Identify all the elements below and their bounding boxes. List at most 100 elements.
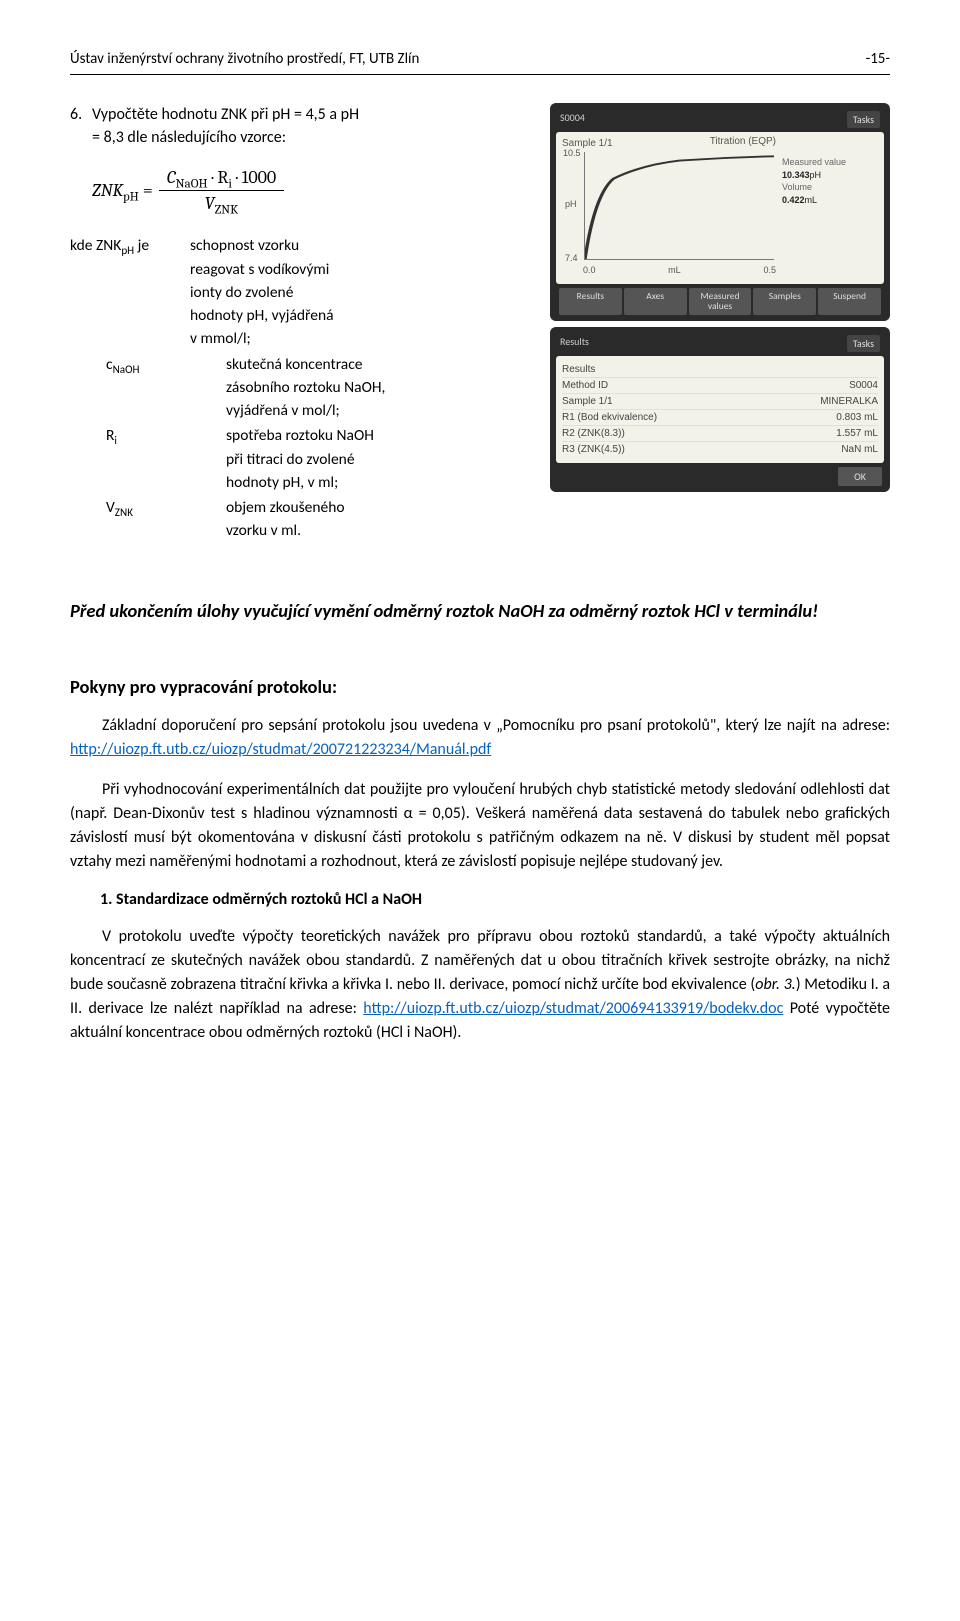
formula-num-c: C (167, 167, 176, 188)
list-item-1: Standardizace odměrných roztoků HCl a Na… (116, 890, 890, 909)
formula-fraction: CNaOH · Ri · 1000 VZNK (159, 167, 285, 214)
results-label: Results (562, 364, 595, 375)
formula-den-v-sub: ZNK (215, 203, 239, 218)
def-cnaoh-sub: NaOH (113, 362, 140, 376)
device1-buttons: Results Axes Measuredvalues Samples Susp… (556, 284, 884, 315)
paragraph-3: V protokolu uveďte výpočty teoretických … (70, 925, 890, 1045)
def-intro-label: kde ZNKpH je (70, 234, 190, 350)
btn-results[interactable]: Results (559, 288, 622, 315)
def-row-vznk: VZNK objem zkoušeného vzorku v ml. (70, 496, 530, 543)
def-intro-label-txt: kde ZNK (70, 236, 121, 255)
formula: ZNKpH = CNaOH · Ri · 1000 VZNK (92, 167, 530, 214)
side-mv-val: 10.343 (782, 170, 810, 180)
def-intro-t4: hodnoty pH, vyjádřená (190, 306, 334, 325)
top-row: 6. Vypočtěte hodnotu ZNK při pH = 4,5 a … (70, 103, 890, 545)
btn-samples[interactable]: Samples (753, 288, 816, 315)
paragraph-2: Při vyhodnocování experimentálních dat p… (70, 778, 890, 874)
def-intro-t2: reagovat s vodíkovými (190, 260, 329, 279)
chart-y-bot: 7.4 (565, 253, 578, 263)
chart-x-mid: mL (668, 265, 681, 275)
def-intro-t3: ionty do zvolené (190, 283, 293, 302)
def-ri-text: spotřeba roztoku NaOH při titraci do zvo… (226, 424, 530, 494)
chart-x-left: 0.0 (583, 265, 596, 275)
link-manual[interactable]: http://uiozp.ft.utb.cz/uiozp/studmat/200… (70, 740, 491, 759)
emphasis-block: Před ukončením úlohy vyučující vymění od… (70, 597, 890, 626)
def-cnaoh-text: skutečná koncentrace zásobního roztoku N… (226, 353, 530, 423)
titration-curve (585, 152, 774, 259)
def-vznk-v: V (106, 498, 115, 517)
chart-side-panel: Measured value 10.343pH Volume 0.422mL (782, 138, 878, 278)
formula-numerator: CNaOH · Ri · 1000 (159, 167, 285, 191)
btn-ok[interactable]: OK (838, 467, 882, 486)
question-6: 6. Vypočtěte hodnotu ZNK při pH = 4,5 a … (70, 103, 530, 149)
numbered-list: Standardizace odměrných roztoků HCl a Na… (70, 890, 890, 909)
formula-lhs-main: ZNK (92, 180, 123, 201)
results-r2: R2 (ZNK(8.3)) 1.557 mL (562, 426, 878, 442)
left-column: 6. Vypočtěte hodnotu ZNK při pH = 4,5 a … (70, 103, 530, 545)
chart-x-right: 0.5 (763, 265, 776, 275)
formula-num-tail: · 1000 (232, 167, 276, 188)
results-r1-k: R1 (Bod ekvivalence) (562, 412, 657, 423)
def-cnaoh-t3: vyjádřená v mol/l; (226, 401, 340, 420)
results-sample-k: Sample 1/1 (562, 396, 613, 407)
definitions: kde ZNKpH je schopnost vzorku reagovat s… (70, 234, 530, 542)
def-intro-t1: schopnost vzorku (190, 236, 299, 255)
def-intro-je: je (134, 236, 152, 255)
btn-axes[interactable]: Axes (624, 288, 687, 315)
device1-tasks: Tasks (847, 111, 880, 128)
def-row-intro: kde ZNKpH je schopnost vzorku reagovat s… (70, 234, 530, 350)
question-line1: Vypočtěte hodnotu ZNK při pH = 4,5 a pH (92, 105, 359, 124)
results-sample-v: MINERALKA (820, 396, 878, 407)
device-results: Results Tasks Results Method ID S0004 Sa… (550, 327, 890, 492)
btn-suspend[interactable]: Suspend (818, 288, 881, 315)
results-r3-k: R3 (ZNK(4.5)) (562, 444, 625, 455)
side-vol-val: 0.422 (782, 195, 805, 205)
def-cnaoh-label: cNaOH (70, 353, 226, 423)
device2-ok-row: OK (556, 463, 884, 486)
formula-lhs-sub: pH (123, 190, 139, 205)
chart-body: 10.5 pH 7.4 0.0 mL 0.5 (584, 152, 774, 260)
def-row-ri: Ri spotřeba roztoku NaOH při titraci do … (70, 424, 530, 494)
formula-denominator: VZNK (205, 191, 239, 214)
page: Ústav inženýrství ochrany životního pros… (0, 0, 960, 1121)
def-ri-t3: hodnoty pH, v ml; (226, 473, 338, 492)
header-left: Ústav inženýrství ochrany životního pros… (70, 50, 419, 68)
paragraph-1: Základní doporučení pro sepsání protokol… (70, 714, 890, 762)
chart-area: Sample 1/1 Titration (EQP) 10.5 pH 7.4 0… (562, 138, 778, 278)
formula-num-c-sub: NaOH (176, 177, 208, 192)
results-r2-k: R2 (ZNK(8.3)) (562, 428, 625, 439)
side-vol-label: Volume (782, 181, 878, 194)
def-vznk-t1: objem zkoušeného (226, 498, 345, 517)
def-ri-sub: i (114, 433, 117, 447)
question-body: Vypočtěte hodnotu ZNK při pH = 4,5 a pH … (92, 103, 530, 149)
device2-screen: Results Method ID S0004 Sample 1/1 MINER… (556, 356, 884, 463)
side-mv-unit: pH (810, 170, 822, 180)
device2-top-left: Results (560, 335, 589, 352)
side-vol-unit: mL (805, 195, 818, 205)
chart-y-top: 10.5 (563, 148, 581, 158)
formula-lhs: ZNKpH = (92, 180, 153, 201)
def-vznk-sub: ZNK (115, 505, 133, 519)
def-intro-t5: v mmol/l; (190, 329, 251, 348)
results-r3: R3 (ZNK(4.5)) NaN mL (562, 442, 878, 457)
heading-pokyny: Pokyny pro vypracování protokolu: (70, 675, 890, 698)
results-r1-v: 0.803 mL (836, 412, 878, 423)
formula-den-v: V (205, 193, 215, 214)
results-header: Results (562, 362, 878, 378)
results-method: Method ID S0004 (562, 378, 878, 394)
def-ri-label: Ri (70, 424, 226, 494)
formula-num-dot-r: · R (208, 167, 229, 188)
p1a: Základní doporučení pro sepsání protokol… (102, 716, 890, 735)
def-cnaoh-t2: zásobního roztoku NaOH, (226, 378, 385, 397)
btn3b: values (708, 300, 732, 312)
device1-top-left: S0004 (560, 111, 585, 124)
p3-italic: obr. 3. (755, 975, 795, 994)
right-column: S0004 Tasks Sample 1/1 Titration (EQP) 1… (550, 103, 890, 492)
btn-measured-values[interactable]: Measuredvalues (689, 288, 752, 315)
link-bodekv[interactable]: http://uiozp.ft.utb.cz/uiozp/studmat/200… (363, 999, 783, 1018)
results-sample: Sample 1/1 MINERALKA (562, 394, 878, 410)
chart-title: Titration (EQP) (710, 136, 776, 147)
question-number: 6. (70, 103, 92, 149)
device1-screen: Sample 1/1 Titration (EQP) 10.5 pH 7.4 0… (556, 132, 884, 284)
results-method-k: Method ID (562, 380, 608, 391)
